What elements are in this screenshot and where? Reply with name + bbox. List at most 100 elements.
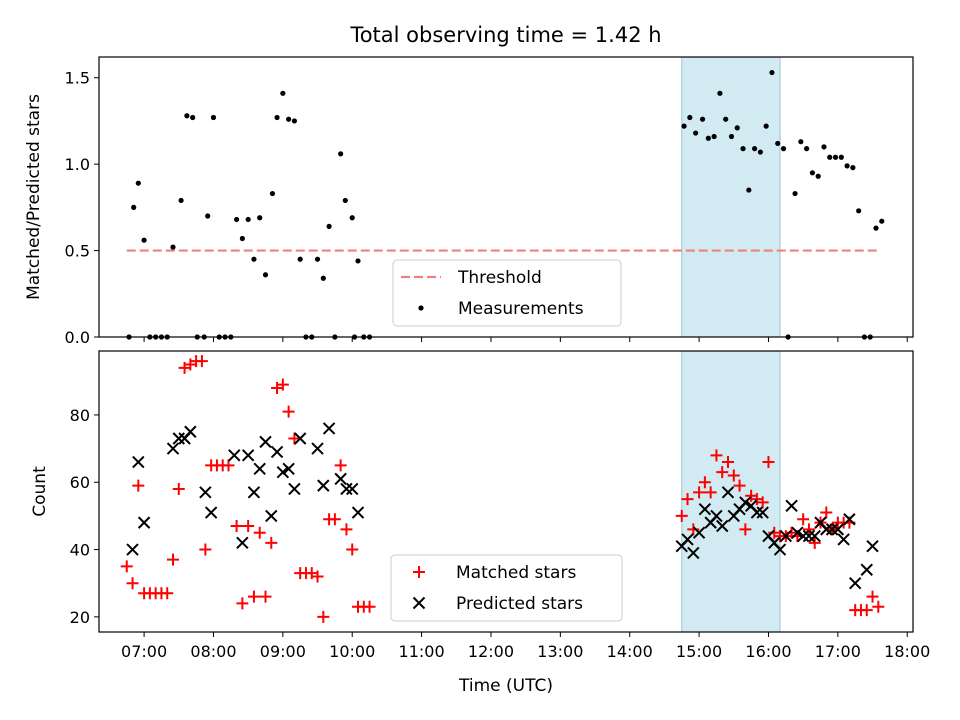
measurement-point (809, 170, 816, 176)
predicted-stars-point (137, 516, 151, 529)
y-tick-label: 1.5 (65, 69, 90, 88)
measurement-point (815, 173, 821, 179)
matched-stars-point (710, 449, 723, 462)
predicted-stars-point (820, 523, 833, 536)
x-tick-label: 10:00 (329, 642, 375, 661)
matched-stars-point (172, 482, 185, 495)
matched-stars-point (346, 543, 359, 556)
matched-stars-point (247, 590, 260, 603)
measurement-point (251, 256, 257, 262)
legend-matched-swatch (413, 566, 425, 578)
predicted-stars-point (802, 529, 816, 543)
measurement-point (681, 123, 687, 129)
matched-stars-point (161, 587, 174, 600)
measurement-point (693, 130, 699, 136)
predicted-stars-point (831, 523, 845, 536)
x-tick-label: 13:00 (537, 642, 583, 661)
predicted-stars-point (199, 486, 212, 499)
legend-box (390, 554, 623, 622)
predicted-stars-point (322, 422, 336, 435)
measurement-point (717, 90, 723, 96)
measurement-point (184, 113, 190, 119)
predicted-stars-point (825, 523, 839, 536)
predicted-stars-point (340, 482, 353, 496)
measurement-point (879, 218, 885, 224)
x-tick-label: 07:00 (121, 642, 167, 661)
predicted-stars-point (288, 482, 301, 496)
matched-stars-point (195, 355, 208, 368)
observing-window-region (681, 56, 781, 338)
plot-frame (98, 56, 914, 338)
predicted-stars-point (773, 543, 787, 556)
series-matched-stars (120, 355, 885, 623)
measurement-point (178, 197, 184, 204)
predicted-stars-point (126, 543, 139, 556)
measurement-point (320, 275, 326, 281)
measurement-point (856, 208, 862, 214)
measurement-point (873, 225, 879, 231)
matched-stars-point (762, 456, 775, 469)
matched-stars-point (756, 496, 769, 509)
predicted-stars-point (687, 546, 700, 560)
measurement-point (131, 204, 137, 210)
predicted-stars-point (184, 425, 197, 438)
matched-stars-point (681, 493, 694, 506)
y-axis-label: Count (30, 466, 50, 517)
measurement-point (297, 256, 303, 262)
matched-stars-point (820, 506, 833, 519)
matched-stars-point (222, 459, 235, 472)
x-tick-label: 09:00 (260, 642, 306, 661)
predicted-stars-point (716, 519, 729, 533)
x-axis-label: Time (UTC) (458, 676, 553, 696)
measurement-point (210, 114, 217, 121)
predicted-stars-point (721, 486, 735, 499)
y-axis-label: Matched/Predicted stars (24, 94, 44, 300)
legend-label: Measurements (458, 299, 584, 319)
measurement-point (349, 215, 355, 221)
matched-stars-point (230, 519, 243, 532)
measurement-point (286, 116, 292, 122)
measurement-point (699, 116, 706, 122)
predicted-stars-point (228, 449, 241, 462)
predicted-stars-point (346, 482, 359, 496)
y-tick-label: 0.0 (65, 328, 90, 347)
measurement-point (705, 135, 711, 141)
measurement-point (170, 244, 176, 250)
predicted-stars-point (698, 502, 712, 516)
predicted-stars-point (311, 442, 324, 455)
measurement-point (780, 146, 787, 152)
predicted-stars-point (317, 479, 330, 492)
predicted-stars-point (692, 526, 706, 539)
measurement-point (239, 235, 245, 242)
matched-stars-point (860, 604, 873, 617)
measurement-point (257, 215, 263, 221)
matched-stars-point (276, 378, 289, 391)
predicted-stars-point (241, 449, 255, 462)
matched-stars-point (132, 479, 145, 492)
legend: Threshold Measurements (392, 259, 622, 327)
measurement-point (798, 139, 804, 145)
measurement-point (711, 133, 717, 140)
x-tick-label: 18:00 (884, 642, 930, 661)
y-tick-label: 20 (70, 608, 90, 627)
x-tick-label: 15:00 (676, 642, 722, 661)
matched-stars-point (288, 432, 301, 445)
predicted-stars-point (282, 462, 295, 475)
legend-label: Predicted stars (456, 594, 583, 614)
predicted-stars-point (750, 506, 764, 519)
measurement-point (804, 146, 810, 152)
matched-stars-point (167, 553, 179, 566)
matched-stars-point (363, 600, 376, 613)
measurement-point (355, 258, 361, 264)
predicted-stars-point (866, 539, 879, 553)
matched-stars-point (739, 523, 752, 536)
measurement-point (763, 123, 769, 129)
y-tick-label: 0.5 (65, 242, 90, 261)
matched-stars-point (693, 486, 706, 499)
predicted-stars-point (779, 529, 793, 543)
y-tick-label: 60 (70, 473, 90, 492)
matched-stars-point (334, 459, 347, 472)
top-panel-ratio-chart: 0.0 0.5 1.0 1.5 Matched/Predicted stars Thres… (24, 56, 914, 347)
matched-stars-point (733, 479, 746, 492)
